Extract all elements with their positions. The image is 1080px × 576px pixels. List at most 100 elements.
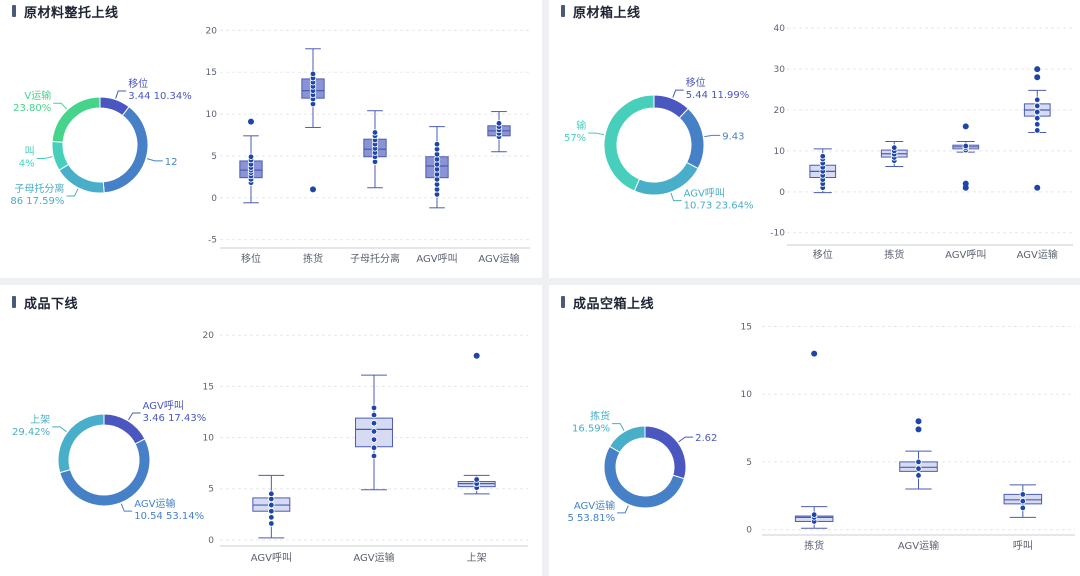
box-data-point xyxy=(891,144,898,151)
donut-slice-value: 10.73 23.64% xyxy=(684,201,754,212)
donut-slice-value: 86 17.59% xyxy=(10,196,64,207)
donut-slice-label: V运输 xyxy=(24,89,51,102)
box-data-point xyxy=(1034,108,1041,116)
donut-leader-line xyxy=(120,503,133,512)
x-category-label: AGV运输 xyxy=(898,539,939,552)
donut-slice-value: 9.43 xyxy=(722,131,744,142)
box-data-point xyxy=(1034,121,1041,128)
box-data-point xyxy=(810,511,818,518)
box-outlier-point xyxy=(1034,74,1041,81)
box-data-point xyxy=(370,420,378,427)
x-category-label: AGV呼叫 xyxy=(416,253,457,265)
x-category-label: 呼叫 xyxy=(1013,540,1033,552)
box-data-point xyxy=(268,520,275,527)
box-outlier-point xyxy=(811,350,818,357)
box-data-point xyxy=(915,465,922,472)
box-data-point xyxy=(370,428,378,435)
donut-slice-value: 3.44 10.34% xyxy=(128,91,192,102)
donut-leader-line xyxy=(678,436,694,443)
panel-empty-box: 成品空箱上线 2.62 AGV运输 5 53.81% 拣货 16.59% 0 5 10 15 拣货… xyxy=(549,285,1080,576)
donut-slice xyxy=(57,413,105,474)
donut-leader-line xyxy=(115,90,127,99)
box-data-point xyxy=(1019,491,1027,498)
panel-title-text: 原材料整托上线 xyxy=(24,5,119,21)
y-tick-label: 0 xyxy=(211,194,217,204)
donut-leader-line xyxy=(53,102,68,110)
y-tick-label: 0 xyxy=(208,536,214,546)
y-tick-label: -5 xyxy=(208,236,217,246)
box-data-point xyxy=(915,458,922,466)
donut-leader-line xyxy=(617,505,629,514)
donut-slice-label: 移位 xyxy=(686,76,706,89)
y-tick-label: 15 xyxy=(203,382,214,392)
x-category-label: AGV呼叫 xyxy=(251,552,292,564)
donut-slice-value: 2.62 xyxy=(695,433,717,444)
donut-slice-label: AGV运输 xyxy=(134,497,175,510)
panel-raw-box: 原材箱上线 移位 5.44 11.99% 9.43 AGV呼叫 10.73 23.64%… xyxy=(549,0,1080,278)
box-data-point xyxy=(1034,96,1041,103)
donut-slice xyxy=(59,438,151,507)
donut-slice xyxy=(103,413,146,445)
box-data-point xyxy=(1034,127,1041,134)
donut-leader-line xyxy=(66,188,79,197)
y-tick-label: 10 xyxy=(774,147,786,157)
panel-title-text: 成品空箱上线 xyxy=(573,296,655,312)
donut-slice-value: 16.59% xyxy=(572,424,610,435)
box-data-point xyxy=(268,514,275,521)
donut-slice-label: 输 xyxy=(576,119,586,132)
donut-slice-label: AGV呼叫 xyxy=(684,188,725,200)
box-outlier-point xyxy=(473,352,480,359)
box-data-point xyxy=(370,404,378,412)
x-category-label: 移位 xyxy=(813,248,833,261)
donut-leader-line xyxy=(146,158,163,162)
donut-leader-line xyxy=(128,412,141,421)
donut-slice-label: 上架 xyxy=(30,414,50,426)
box-data-point xyxy=(915,472,922,479)
box-outlier-point xyxy=(915,418,922,425)
box-data-point xyxy=(370,436,378,443)
box-data-point xyxy=(268,508,275,515)
x-category-label: 上架 xyxy=(467,552,487,564)
x-category-label: AGV呼叫 xyxy=(945,249,986,261)
y-tick-label: 20 xyxy=(774,106,786,116)
box-outlier-point xyxy=(248,118,254,125)
y-tick-label: 15 xyxy=(741,323,752,333)
panel-title-text: 原材箱上线 xyxy=(573,5,641,21)
y-tick-label: 5 xyxy=(746,458,752,468)
x-category-label: 子母托分离 xyxy=(350,252,400,265)
box-outlier-point xyxy=(1034,184,1041,191)
x-category-label: AGV运输 xyxy=(1017,248,1058,261)
box-data-point xyxy=(819,153,826,160)
box-data-point xyxy=(371,129,379,136)
donut-leader-line xyxy=(36,156,53,159)
y-tick-label: 20 xyxy=(206,26,218,36)
donut-slice-label: AGV呼叫 xyxy=(143,400,184,412)
x-category-label: AGV运输 xyxy=(478,252,519,265)
panel-product-offline: 成品下线 AGV呼叫 3.46 17.43% AGV运输 10.54 53.14% 上架… xyxy=(0,285,542,576)
panel-title: 原材箱上线 xyxy=(561,2,641,21)
donut-slice-label: 移位 xyxy=(128,77,148,90)
x-category-label: AGV运输 xyxy=(353,551,394,564)
donut-slice xyxy=(603,94,655,192)
box-data-point xyxy=(962,142,969,150)
y-tick-label: 10 xyxy=(206,110,218,120)
panel-title: 原材料整托上线 xyxy=(12,2,119,21)
box-outlier-point xyxy=(915,426,922,433)
y-tick-label: 30 xyxy=(774,65,786,75)
box-data-point xyxy=(370,411,378,419)
box-outlier-point xyxy=(1034,66,1041,73)
box-data-point xyxy=(1019,504,1027,512)
donut-slice-value: 12 xyxy=(165,157,178,168)
donut-leader-line xyxy=(672,89,684,98)
y-tick-label: 40 xyxy=(774,24,786,34)
title-marker xyxy=(561,5,565,17)
title-marker xyxy=(12,5,16,17)
donut-leader-line xyxy=(612,423,625,431)
donut-slice-value: 23.80% xyxy=(13,103,51,114)
donut-leader-line xyxy=(704,134,721,138)
donut-leader-line xyxy=(670,192,682,202)
box-outlier-point xyxy=(310,186,316,193)
box-data-point xyxy=(495,120,503,127)
